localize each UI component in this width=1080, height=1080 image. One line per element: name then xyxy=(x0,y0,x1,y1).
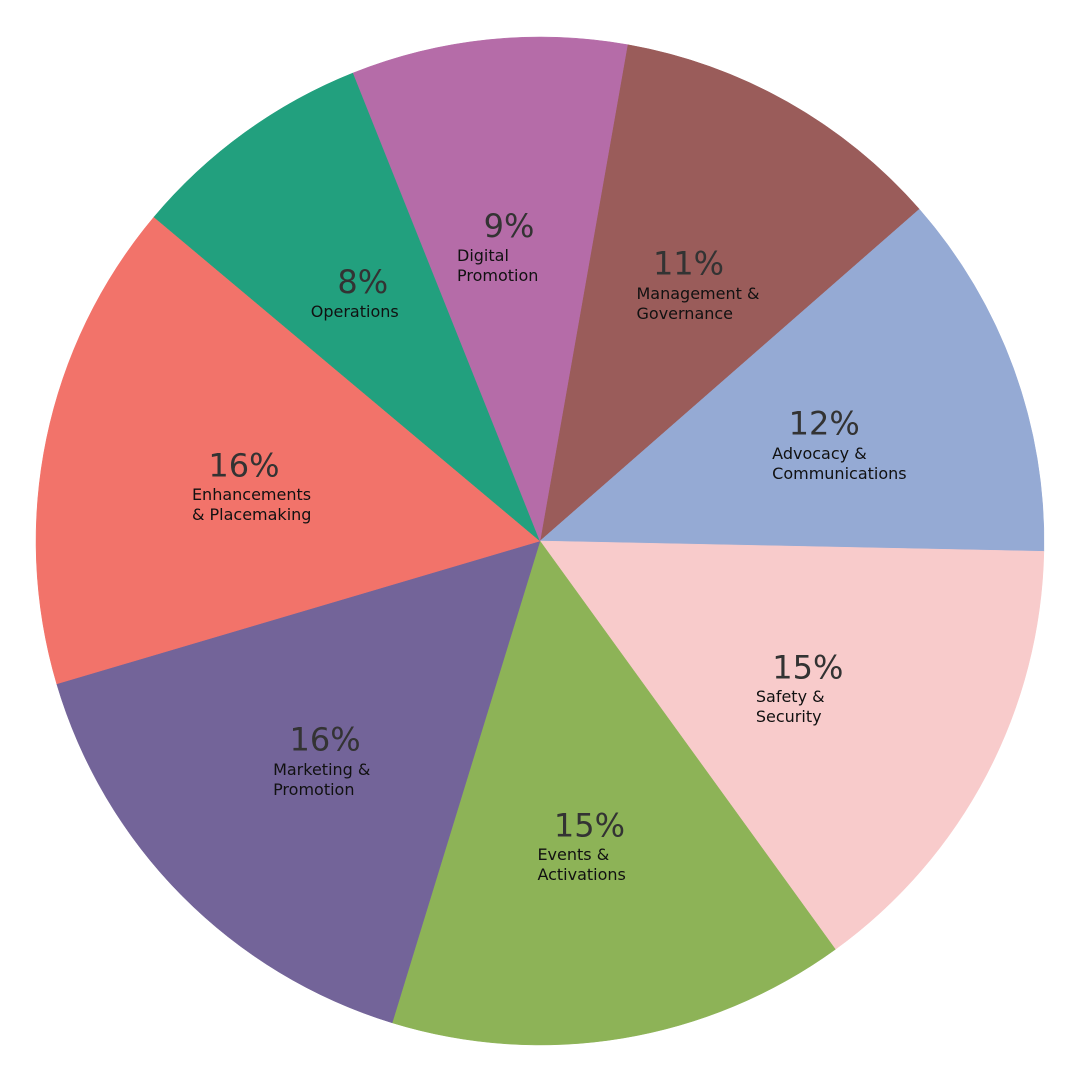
slice-label-box: Safety & Security xyxy=(755,687,825,727)
slice-name-label: Enhancements & Placemaking xyxy=(191,485,312,525)
slice-percent-label: 9% xyxy=(484,207,535,245)
pie-slice xyxy=(352,36,628,542)
pie-slice xyxy=(539,44,920,542)
slice-label-box: Operations xyxy=(310,301,399,321)
slice-percent-label: 11% xyxy=(653,245,724,283)
slice-percent-label: 8% xyxy=(337,263,388,301)
pie-slice xyxy=(35,216,541,685)
slice-name-label: Operations xyxy=(310,301,399,321)
slice-label-box: Marketing & Promotion xyxy=(273,759,371,799)
slice-label-box: Events & Activations xyxy=(537,845,626,885)
pie-slice xyxy=(56,540,541,1024)
slice-name-label: Management & Governance xyxy=(636,283,760,323)
slice-percent-label: 12% xyxy=(789,405,860,443)
slice-label-box: Digital Promotion xyxy=(457,246,539,286)
slice-percent-label: 16% xyxy=(208,446,279,484)
slice-name-label: Marketing & Promotion xyxy=(273,759,371,799)
slice-percent-label: 15% xyxy=(554,806,625,844)
pie-slice xyxy=(391,540,836,1046)
slice-label-box: Management & Governance xyxy=(636,283,760,323)
pie-slice xyxy=(153,72,541,542)
slice-name-label: Advocacy & Communications xyxy=(772,443,907,483)
slice-name-label: Safety & Security xyxy=(755,687,825,727)
slice-percent-label: 16% xyxy=(290,721,361,759)
slice-name-label: Events & Activations xyxy=(537,845,626,885)
slice-percent-label: 15% xyxy=(772,648,843,686)
slice-label-box: Advocacy & Communications xyxy=(772,443,907,483)
slice-label-box: Enhancements & Placemaking xyxy=(191,485,312,525)
pie-slice xyxy=(539,208,1045,552)
slice-name-label: Digital Promotion xyxy=(457,246,539,286)
pie-slice xyxy=(539,540,1045,950)
